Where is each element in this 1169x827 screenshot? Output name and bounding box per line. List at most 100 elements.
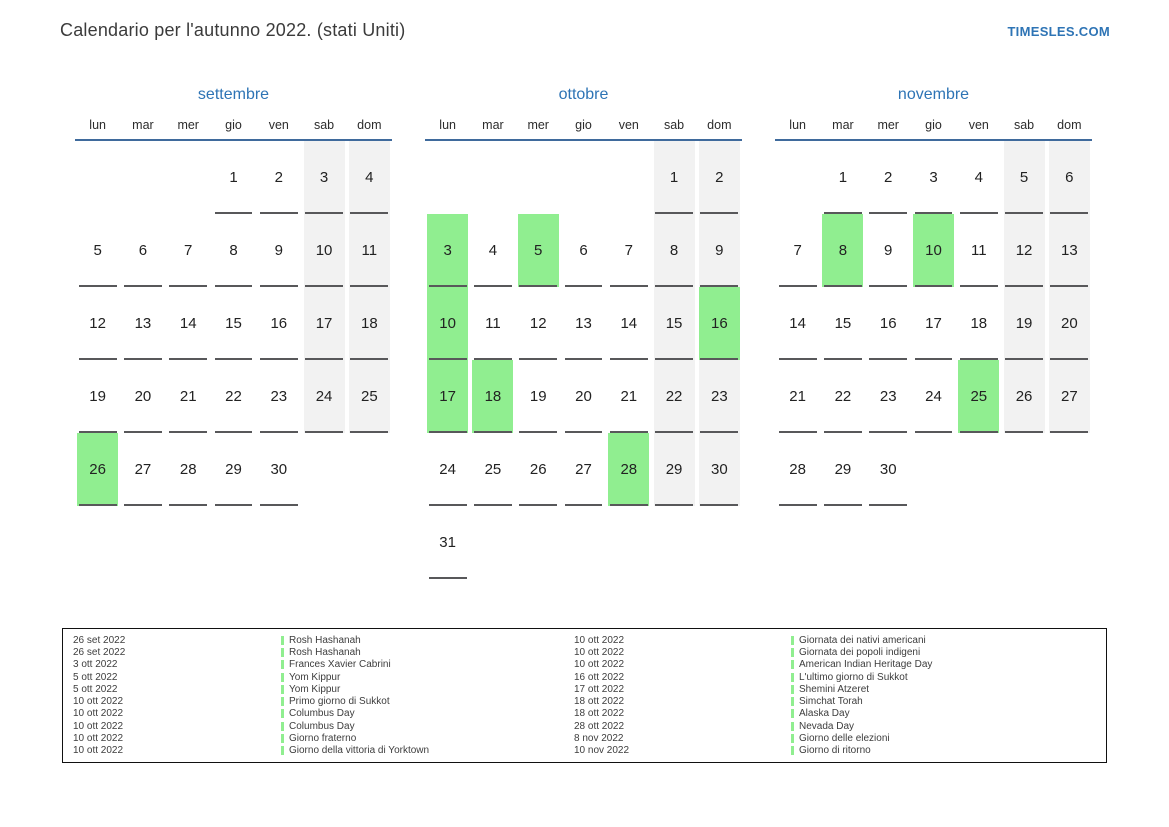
day-cell-background: 17 [913,287,954,360]
holiday-name: Frances Xavier Cabrini [281,659,574,671]
day-cell: 10 [301,214,346,287]
day-cell: 2 [697,141,742,214]
holiday-name: Yom Kippur [281,683,574,695]
day-number: 27 [134,461,152,478]
holiday-date: 10 ott 2022 [73,696,124,708]
day-number: 18 [484,388,502,405]
day-cell: 22 [211,360,256,433]
day-cell-background: 27 [122,433,163,506]
empty-cell [470,141,515,214]
day-cell-background: 12 [77,287,118,360]
day-number: 6 [138,242,148,259]
day-number: 22 [225,388,242,405]
day-cell: 26 [1001,360,1046,433]
holiday-name-text: Rosh Hashanah [289,646,361,658]
holiday-date: 18 ott 2022 [574,708,625,720]
empty-cell [1047,433,1092,506]
day-cell: 17 [911,287,956,360]
holiday-marker-bar [791,684,794,694]
day-cell-background: 19 [77,360,118,433]
day-cell-background: 10 [303,214,345,287]
day-number: 7 [793,242,802,259]
day-cell-background: 21 [168,360,209,433]
holiday-marker-bar [281,697,284,707]
day-number: 21 [179,388,197,405]
day-cell: 16 [866,287,911,360]
day-cell-background [1004,433,1045,506]
weekday-label: mer [527,118,549,132]
day-number: 22 [834,388,852,405]
day-number: 14 [179,315,197,332]
day-cell-background [699,506,740,579]
day-cell-background: 11 [472,287,513,360]
month-title: settembre [197,86,270,103]
day-cell: 6 [561,214,606,287]
day-number: 16 [879,315,897,332]
holiday-marker-bar [791,697,794,707]
day-cell-background: 2 [258,141,299,214]
day-number: 7 [624,242,633,259]
weekday-label: gio [225,118,242,132]
day-number: 10 [439,315,456,332]
day-cell: 7 [775,214,820,287]
empty-cell [956,433,1001,506]
day-cell: 25 [347,360,392,433]
day-cell-background: 23 [868,360,909,433]
day-cell: 28 [166,433,211,506]
day-cell-background: 18 [348,287,390,360]
weekday-label: mar [132,118,154,132]
day-number: 15 [834,315,852,332]
day-number: 14 [620,315,638,332]
weekday-label: sab [1013,118,1035,132]
day-number: 23 [270,388,288,405]
day-cell-background: 5 [1003,141,1045,214]
weekday-header-row: lun mar mer gio ven sab dom [75,118,392,141]
day-cell: 13 [1047,214,1092,287]
day-number: 25 [484,461,502,478]
holiday-name: American Indian Heritage Day [791,659,1106,671]
day-cell-background: 29 [653,433,695,506]
month-title: novembre [897,86,970,103]
timesles-link[interactable]: TIMESLES.COM [1007,24,1110,39]
day-cell-background: 15 [653,287,695,360]
holiday-date: 10 nov 2022 [574,745,630,757]
day-cell: 4 [956,141,1001,214]
week-row: 12 13 14 15 16 17 18 [75,287,392,360]
day-cell: 18 [470,360,515,433]
day-cell: 18 [956,287,1001,360]
day-cell-background: 13 [122,287,163,360]
day-cell-background [77,141,118,214]
day-number: 15 [665,315,683,332]
day-number: 26 [1015,388,1033,405]
day-cell: 22 [820,360,865,433]
empty-cell [561,506,606,579]
holiday-name-text: Shemini Atzeret [799,683,870,695]
day-number: 13 [575,315,592,332]
day-cell-background: 30 [258,433,299,506]
month-title: ottobre [558,86,609,103]
day-cell-background: 11 [348,214,390,287]
week-row: 31 [425,506,742,579]
empty-cell [516,141,561,214]
day-cell-background [563,506,604,579]
day-cell-background [608,506,649,579]
holiday-name: Yom Kippur [281,671,574,683]
day-cell-background: 15 [213,287,254,360]
day-number: 13 [1061,242,1078,259]
day-cell: 3 [425,214,470,287]
day-number: 26 [529,461,547,478]
day-number: 9 [274,242,283,259]
holiday-name-text: Giornata dei popoli indigeni [799,646,921,658]
day-cell-background: 16 [258,287,299,360]
day-cell-background: 28 [168,433,209,506]
day-cell-background: 4 [472,214,513,287]
day-number: 8 [669,242,679,259]
day-cell: 3 [911,141,956,214]
week-row: 26 27 28 29 30 [75,433,392,506]
day-cell-background: 8 [653,214,695,287]
day-cell-background: 15 [822,287,863,360]
day-number: 16 [270,315,288,332]
day-number: 6 [1065,169,1074,186]
holiday-date: 28 ott 2022 [574,720,625,732]
day-cell-background: 25 [472,433,513,506]
